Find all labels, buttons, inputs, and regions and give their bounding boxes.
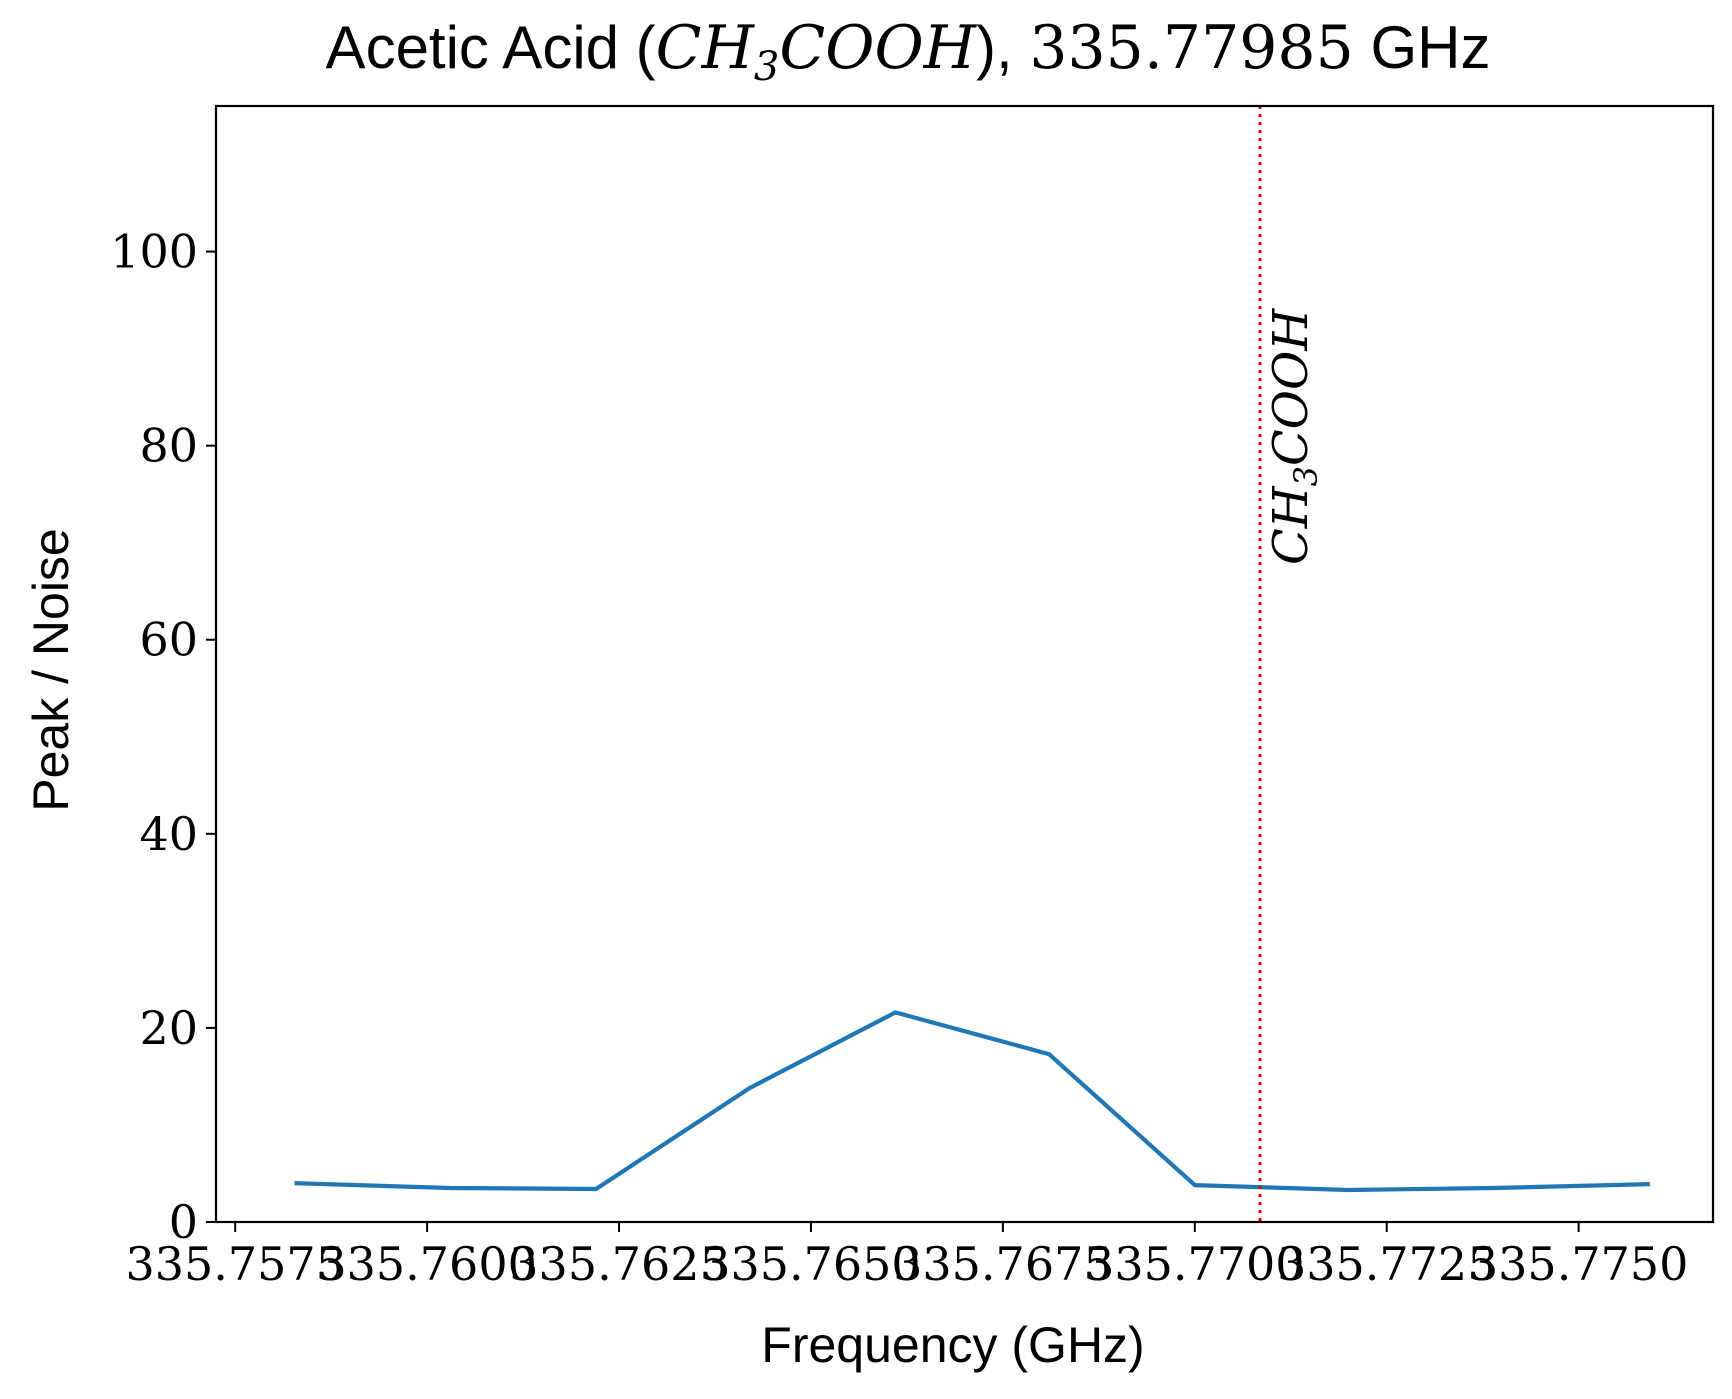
plot-area: CH3COOH335.7575335.7600335.7625335.76503… [110,104,1715,1291]
x-tick-label: 335.7700 [1085,1237,1305,1291]
y-tick-label: 100 [110,225,198,279]
x-tick-label: 335.7725 [1277,1237,1497,1291]
y-tick-label: 0 [169,1195,198,1249]
title-middle: ), [976,14,1029,81]
y-tick-label: 60 [139,613,198,667]
title-frequency: 335.77985 [1029,13,1353,83]
x-tick-label: 335.7625 [509,1237,729,1291]
x-tick-label: 335.7575 [125,1237,345,1291]
x-axis-label: Frequency (GHz) [761,1317,1144,1373]
y-tick-label: 20 [139,1001,198,1055]
y-axis-label: Peak / Noise [23,528,79,811]
chart-title: Acetic Acid (CH3COOH), 335.77985 GHz [326,13,1491,90]
title-suffix: GHz [1354,14,1491,81]
title-prefix: Acetic Acid ( [326,14,656,81]
y-tick-label: 40 [139,807,198,861]
title-formula-ch: CH [656,13,756,83]
x-tick-label: 335.7650 [701,1237,921,1291]
annotation-label-0: CH3COOH [1263,308,1325,565]
title-formula-subscript: 3 [754,44,779,90]
annotation-label-ch: CH [1263,485,1319,565]
annotation-label-subscript: 3 [1287,466,1325,486]
annotation-label-cooh: COOH [1263,308,1319,466]
series-line-0 [294,1010,1650,1193]
x-tick-label: 335.7600 [317,1237,537,1291]
y-tick-label: 80 [139,419,198,473]
title-formula-cooh: COOH [779,13,977,83]
x-tick-label: 335.7675 [893,1237,1113,1291]
plot-frame [214,104,1715,1224]
x-tick-label: 335.7750 [1469,1237,1689,1291]
